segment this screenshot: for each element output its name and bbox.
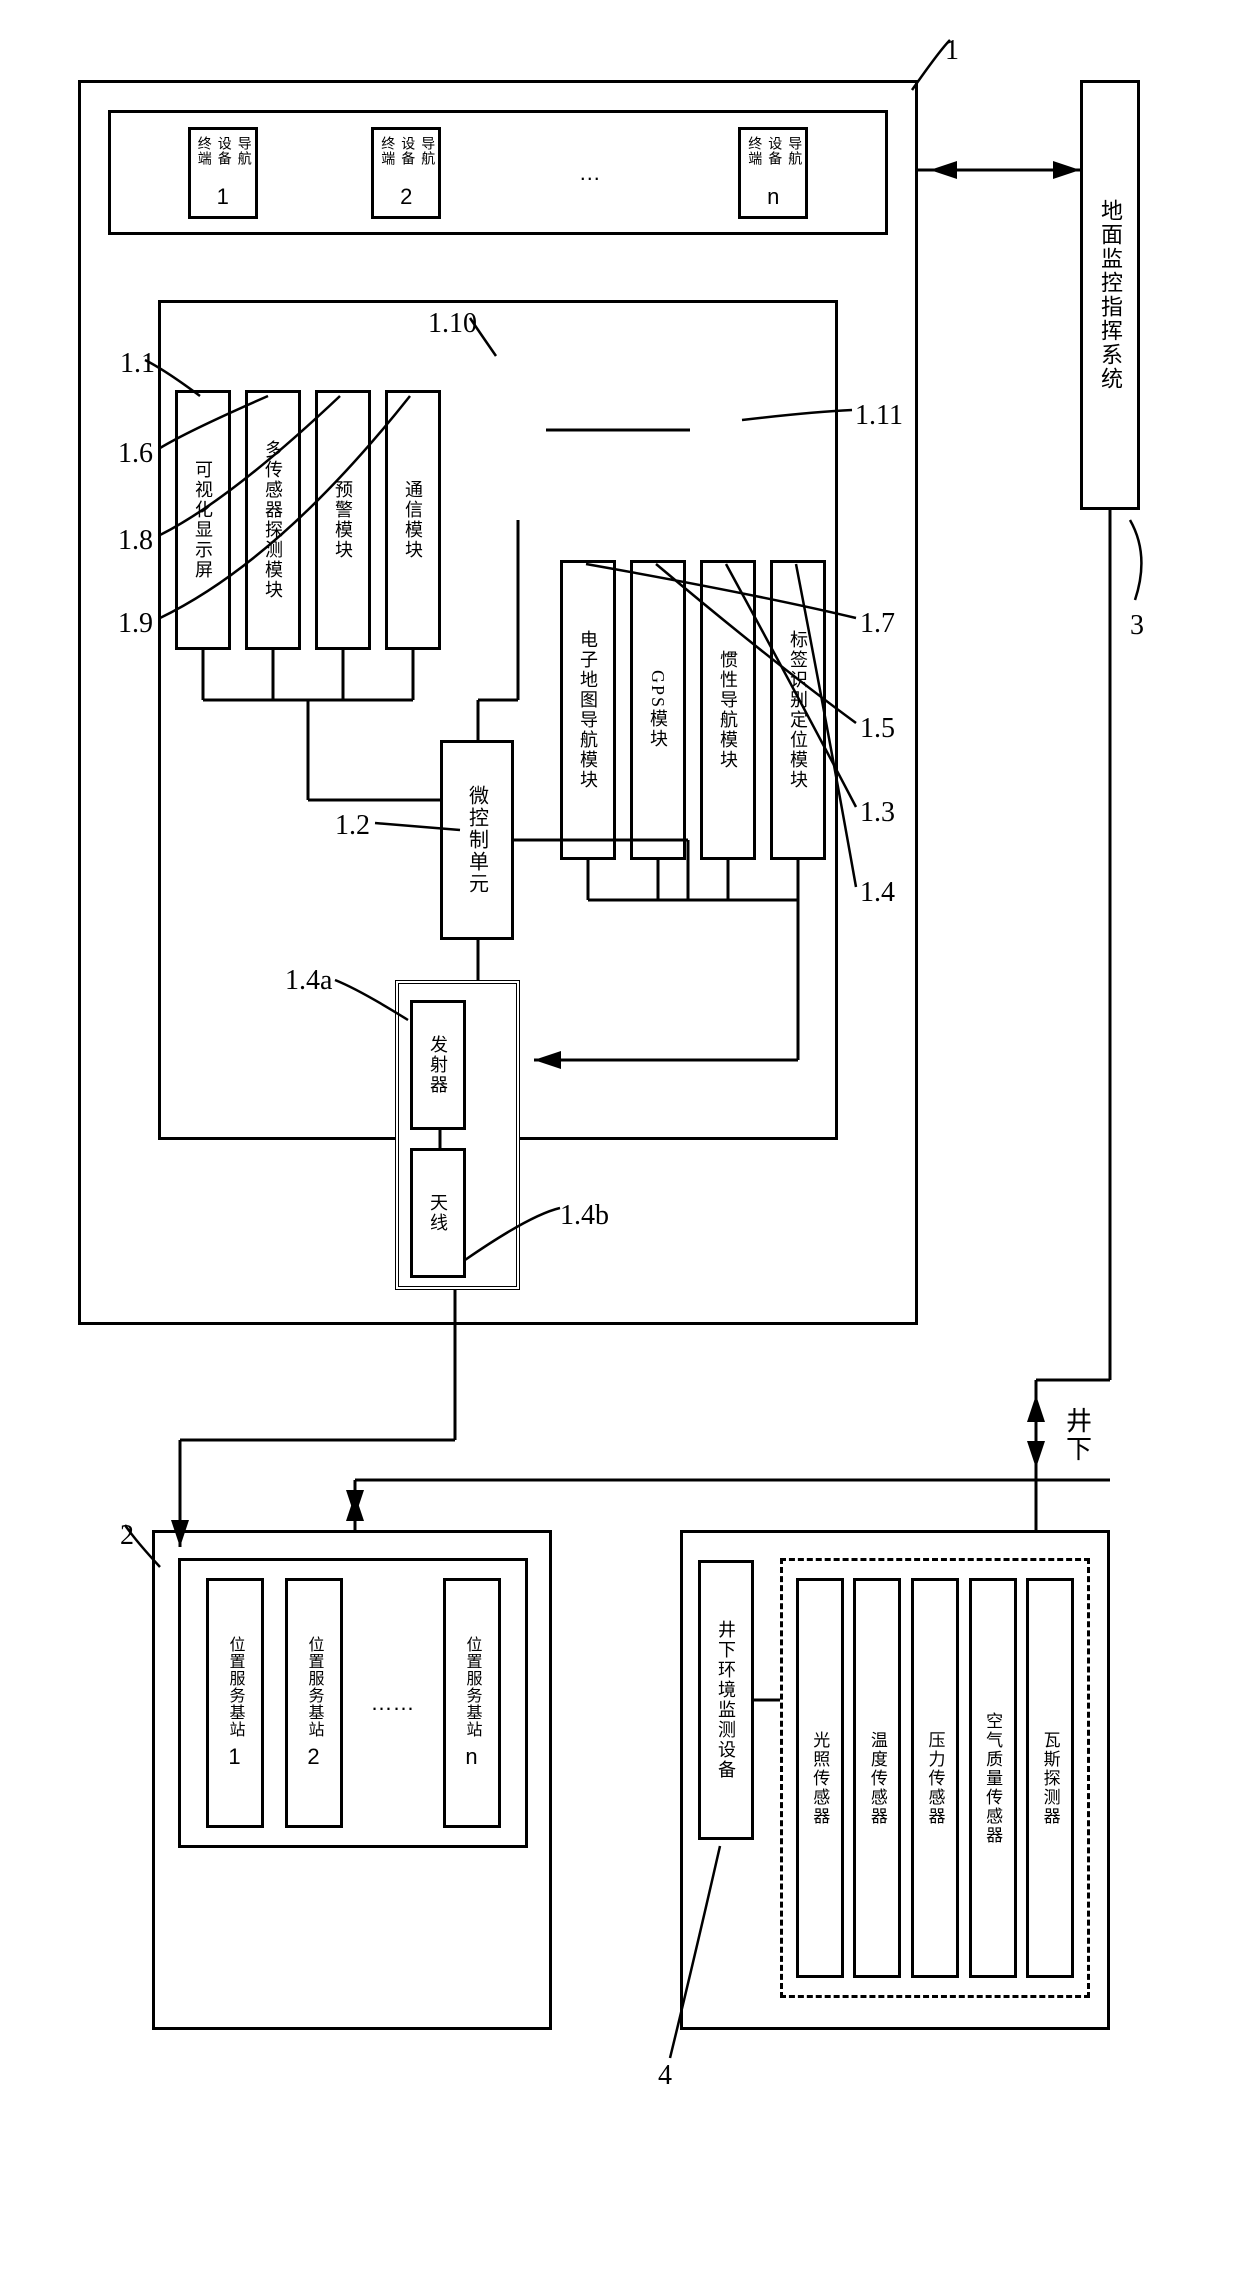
sensor-light: 光照传感器: [796, 1578, 844, 1978]
sensor-pressure: 压力传感器: [911, 1578, 959, 1978]
sensor-light-text: 光照传感器: [807, 1731, 832, 1826]
station-n-num: n: [465, 1744, 477, 1770]
module-sensor-text: 多传感器探测模块: [260, 440, 286, 600]
station-1: 位置服务基站 1: [206, 1578, 264, 1828]
terminal-1-num: 1: [217, 184, 229, 210]
station-1-label: 位置服务基站: [223, 1636, 247, 1738]
terminals-row-box: 导航设备终端 1 导航设备终端 2 … 导航设备终端 n: [108, 110, 888, 235]
module-comm: 通信模块: [385, 390, 441, 650]
sensor-air-text: 空气质量传感器: [980, 1712, 1005, 1845]
underground-label: 井下: [1062, 1390, 1092, 1480]
callout-1.7: 1.7: [860, 608, 895, 640]
sensor-temp: 温度传感器: [853, 1578, 901, 1978]
callout-1.1: 1.1: [120, 348, 155, 380]
terminal-2: 导航设备终端 2: [371, 127, 441, 219]
emitter-text: 发射器: [425, 1035, 451, 1095]
module-tag-text: 标签识别定位模块: [785, 630, 811, 790]
terminal-ellipsis-text: …: [579, 160, 601, 186]
sensor-gas: 瓦斯探测器: [1026, 1578, 1074, 1978]
terminal-1: 导航设备终端 1: [188, 127, 258, 219]
callout-3: 3: [1130, 610, 1144, 642]
terminal-n-label: 导航设备终端: [743, 136, 803, 178]
callout-1.11: 1.11: [855, 400, 903, 432]
callout-1.10: 1.10: [428, 308, 477, 340]
callout-1.9: 1.9: [118, 608, 153, 640]
antenna-box: 天线: [410, 1148, 466, 1278]
mcu-box: 微控制单元: [440, 740, 514, 940]
module-tag: 标签识别定位模块: [770, 560, 826, 860]
module-ins: 惯性导航模块: [700, 560, 756, 860]
module-map: 电子地图导航模块: [560, 560, 616, 860]
sensor-air: 空气质量传感器: [969, 1578, 1017, 1978]
module-sensor: 多传感器探测模块: [245, 390, 301, 650]
module-ins-text: 惯性导航模块: [715, 650, 741, 770]
module-warn: 预警模块: [315, 390, 371, 650]
sensor-gas-text: 瓦斯探测器: [1038, 1731, 1063, 1826]
monitor-title-text: 井下环境监测设备: [713, 1620, 739, 1780]
stations-box: 位置服务基站 1 位置服务基站 2 …… 位置服务基站 n: [178, 1558, 528, 1848]
callout-1.5: 1.5: [860, 713, 895, 745]
monitor-title-box: 井下环境监测设备: [698, 1560, 754, 1840]
callout-1.4a: 1.4a: [285, 965, 332, 997]
terminal-1-label: 导航设备终端: [193, 136, 253, 178]
module-warn-text: 预警模块: [330, 480, 356, 560]
station-n: 位置服务基站 n: [443, 1578, 501, 1828]
module-map-text: 电子地图导航模块: [575, 630, 601, 790]
sensors-container: 光照传感器 温度传感器 压力传感器 空气质量传感器 瓦斯探测器: [780, 1558, 1090, 1998]
station-n-label: 位置服务基站: [460, 1636, 484, 1738]
callout-1.2: 1.2: [335, 810, 370, 842]
callout-1.4: 1.4: [860, 877, 895, 909]
station-ellipsis-text: ……: [371, 1690, 415, 1716]
terminal-2-label: 导航设备终端: [376, 136, 436, 178]
module-display-text: 可视化显示屏: [190, 460, 216, 580]
mcu-text: 微控制单元: [463, 785, 492, 895]
callout-1.6: 1.6: [118, 438, 153, 470]
callout-1.3: 1.3: [860, 797, 895, 829]
terminal-n-num: n: [767, 184, 779, 210]
module-comm-text: 通信模块: [400, 480, 426, 560]
station-2: 位置服务基站 2: [285, 1578, 343, 1828]
module-gps: GPS模块: [630, 560, 686, 860]
station-1-num: 1: [228, 1744, 240, 1770]
terminal-n: 导航设备终端 n: [738, 127, 808, 219]
antenna-text: 天线: [425, 1193, 451, 1233]
callout-4: 4: [658, 2060, 672, 2092]
ground-system-label: 地面监控指挥系统: [1094, 199, 1126, 391]
terminal-2-num: 2: [400, 184, 412, 210]
emitter-box: 发射器: [410, 1000, 466, 1130]
station-ellipsis: ……: [364, 1578, 422, 1828]
callout-2: 2: [120, 1520, 134, 1552]
station-2-label: 位置服务基站: [302, 1636, 326, 1738]
callout-1.4b: 1.4b: [560, 1200, 609, 1232]
station-2-num: 2: [307, 1744, 319, 1770]
module-display: 可视化显示屏: [175, 390, 231, 650]
ground-system-box: 地面监控指挥系统: [1080, 80, 1140, 510]
sensor-temp-text: 温度传感器: [865, 1731, 890, 1826]
sensor-pressure-text: 压力传感器: [922, 1731, 947, 1826]
terminal-ellipsis: …: [555, 127, 625, 219]
callout-1.8: 1.8: [118, 525, 153, 557]
callout-1: 1: [945, 35, 959, 67]
module-gps-text: GPS模块: [645, 670, 671, 749]
